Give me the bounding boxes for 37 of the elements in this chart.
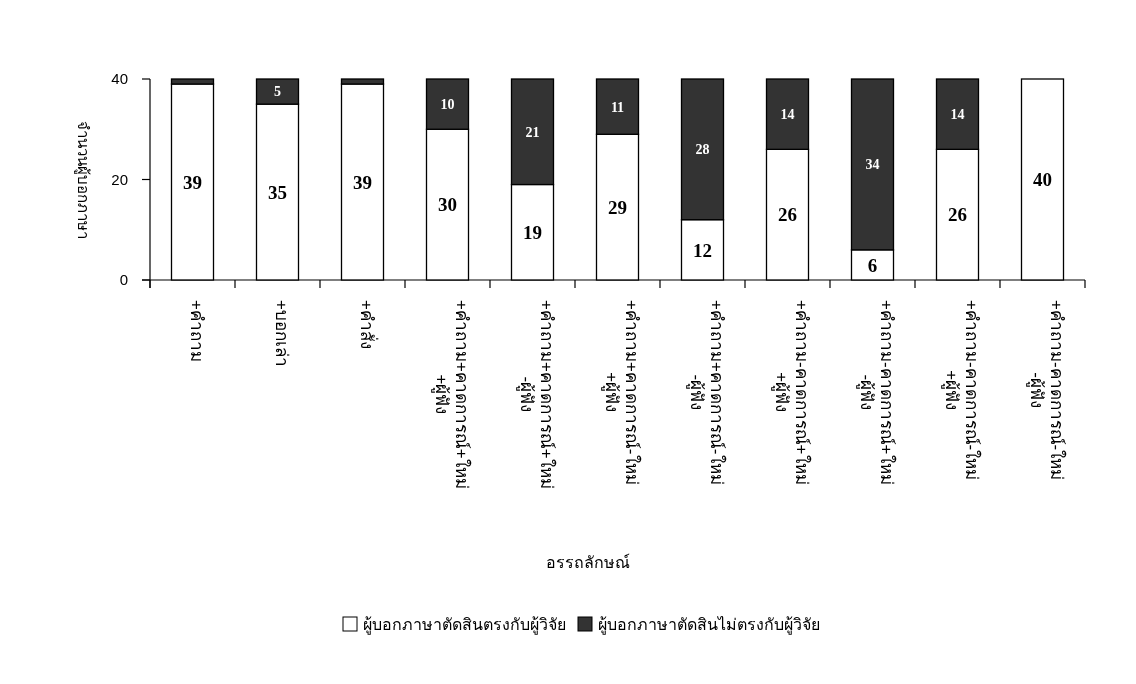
x-tick-label: +คำถาม+คาดการณ์-ใหม่ -ผู้ฟัง xyxy=(685,300,727,485)
x-tick-label: +คำถาม+คาดการณ์+ใหม่ +ผู้ฟัง xyxy=(430,300,472,489)
data-label: 40 xyxy=(1033,169,1052,191)
x-tick-label: +คำถาม-คาดการณ์+ใหม่ +ผู้ฟัง xyxy=(770,300,812,485)
x-tick-label: +คำถาม xyxy=(186,300,206,362)
x-axis-title: อรรถลักษณ์ xyxy=(545,553,630,571)
y-axis-title: จำนวนผู้บอกภาษา xyxy=(74,120,92,239)
x-tick-label: +คำถาม+คาดการณ์-ใหม่ +ผู้ฟัง xyxy=(600,300,642,485)
data-label: 5 xyxy=(274,84,281,100)
y-tick-label: 20 xyxy=(111,170,128,188)
data-label: 6 xyxy=(867,254,878,276)
legend-label: ผู้บอกภาษาตัดสินไม่ตรงกับผู้วิจัย xyxy=(598,615,820,635)
data-label: 11 xyxy=(610,99,625,115)
data-label: 26 xyxy=(948,204,967,226)
x-tick-label: +คำถาม-คาดการณ์+ใหม่ -ผู้ฟัง xyxy=(855,300,897,485)
data-label: 39 xyxy=(353,171,372,193)
data-label: 30 xyxy=(438,194,457,216)
y-tick-label: 40 xyxy=(111,70,128,87)
x-tick-label: +คำถาม-คาดการณ์-ใหม่ -ผู้ฟัง xyxy=(1025,300,1067,481)
x-tick-label: +คำถาม-คาดการณ์-ใหม่ +ผู้ฟัง xyxy=(940,300,982,481)
data-label: 21 xyxy=(525,124,540,140)
x-tick-label: +บอกเล่า xyxy=(271,300,291,367)
data-label: 34 xyxy=(865,157,880,173)
y-tick-label: 0 xyxy=(119,271,128,288)
data-label: 26 xyxy=(778,204,797,226)
data-label: 35 xyxy=(268,181,287,203)
x-tick-label: +คำสั่ง xyxy=(356,300,379,349)
data-label: 14 xyxy=(950,107,965,123)
x-tick-label: +คำถาม+คาดการณ์+ใหม่ -ผู้ฟัง xyxy=(515,300,557,489)
data-label: 29 xyxy=(608,196,627,218)
data-label: 28 xyxy=(695,142,710,158)
data-label: 12 xyxy=(693,239,712,261)
legend-label: ผู้บอกภาษาตัดสินตรงกับผู้วิจัย xyxy=(363,616,566,635)
data-label: 39 xyxy=(183,171,202,193)
data-label: 19 xyxy=(523,221,542,243)
data-label: 14 xyxy=(780,107,795,123)
data-label: 10 xyxy=(440,97,455,113)
